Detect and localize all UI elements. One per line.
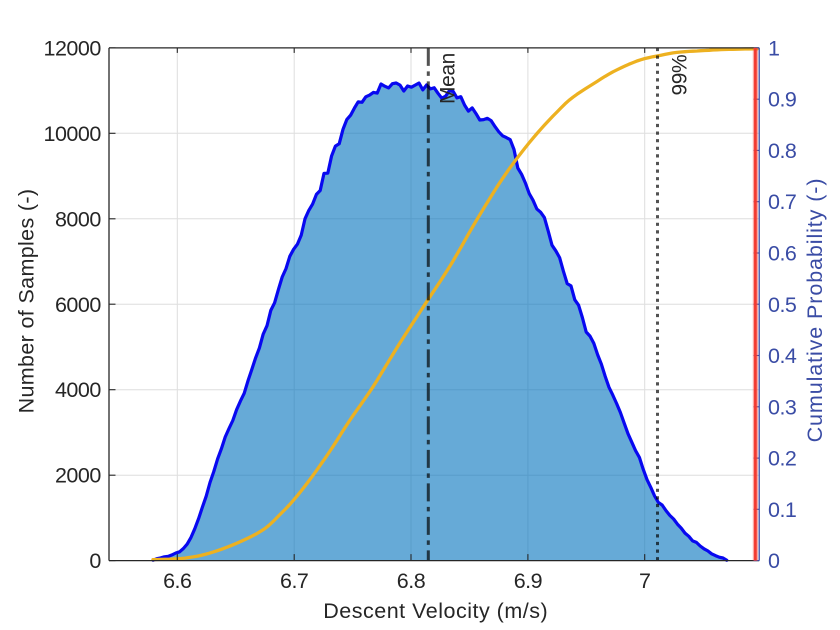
svg-text:99%: 99% [669,55,692,96]
svg-text:0.8: 0.8 [768,139,797,163]
svg-text:Number of Samples (-): Number of Samples (-) [15,189,39,414]
svg-text:6000: 6000 [55,293,101,317]
svg-text:12000: 12000 [44,36,102,60]
svg-text:0.1: 0.1 [768,498,796,522]
svg-text:0: 0 [768,549,780,573]
svg-text:Descent Velocity (m/s): Descent Velocity (m/s) [323,599,548,623]
svg-text:0.7: 0.7 [768,190,796,214]
svg-text:6.7: 6.7 [280,569,308,593]
svg-text:0.5: 0.5 [768,293,797,317]
svg-text:0.6: 0.6 [768,242,797,266]
svg-text:Cumulative Probability (-): Cumulative Probability (-) [803,178,827,443]
svg-text:Mean: Mean [437,53,460,104]
svg-text:8000: 8000 [55,207,101,231]
svg-text:0.4: 0.4 [768,344,797,368]
svg-text:0.2: 0.2 [768,447,796,471]
svg-text:4000: 4000 [55,378,101,402]
svg-text:7: 7 [639,569,650,593]
svg-text:6.8: 6.8 [397,569,426,593]
svg-text:6.6: 6.6 [163,569,192,593]
svg-text:10000: 10000 [44,122,102,146]
svg-text:1: 1 [768,36,779,60]
svg-text:2000: 2000 [55,464,101,488]
svg-text:6.9: 6.9 [514,569,542,593]
svg-text:0: 0 [89,549,101,573]
svg-text:0.9: 0.9 [768,88,796,112]
svg-text:0.3: 0.3 [768,395,797,419]
